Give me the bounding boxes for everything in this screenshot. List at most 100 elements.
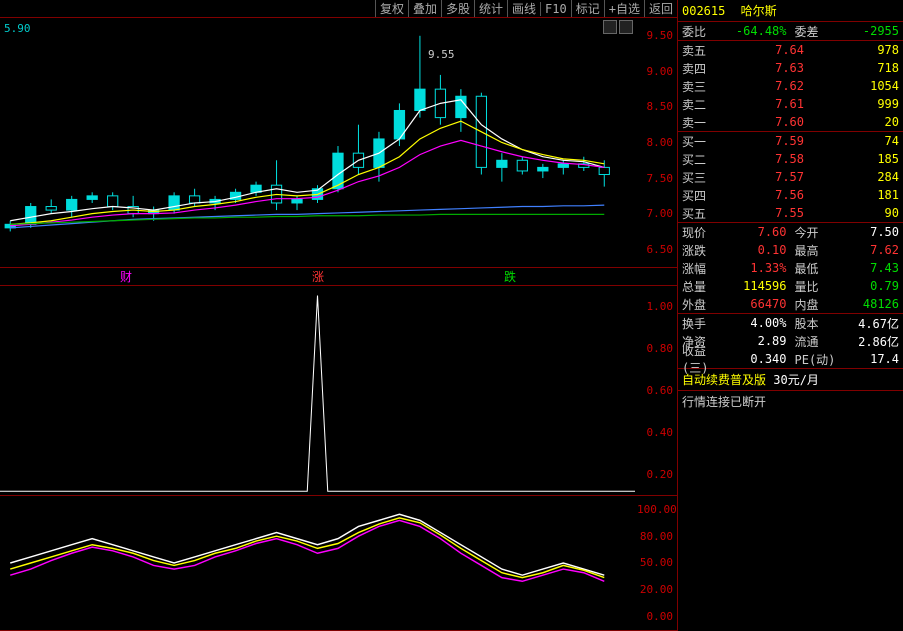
quote-row: 涨跌 0.10 最高 7.62	[678, 241, 903, 259]
promo-price: 30元/月	[773, 373, 819, 387]
quote-value: 1.33%	[717, 261, 795, 275]
quote-value2: 7.62	[830, 243, 900, 257]
fund-value2: 17.4	[830, 352, 900, 366]
toolbar-back[interactable]: 返回	[644, 0, 677, 17]
quote-row: 外盘 66470 内盘 48126	[678, 295, 903, 313]
fund-label2: 流通	[795, 333, 830, 350]
level-volume: 284	[812, 170, 899, 184]
level-volume: 74	[812, 134, 899, 148]
fund-value2: 2.86亿	[830, 333, 900, 350]
quote-row: 涨幅 1.33% 最低 7.43	[678, 259, 903, 277]
level-volume: 1054	[812, 79, 899, 93]
fundamental-row: 收益(三) 0.340 PE(动) 17.4	[678, 350, 903, 368]
oscillator-chart[interactable]: 100.0080.0050.0020.000.00	[0, 496, 677, 631]
level-label: 卖二	[682, 96, 717, 113]
volume-chart[interactable]: 1.000.800.600.400.20	[0, 286, 677, 496]
orderbook-row[interactable]: 买四 7.56 181	[678, 186, 903, 204]
bid-levels: 买一 7.59 74买二 7.58 185买三 7.57 284买四 7.56 …	[678, 132, 903, 223]
quote-row: 现价 7.60 今开 7.50	[678, 223, 903, 241]
orderbook-row[interactable]: 卖一 7.60 20	[678, 113, 903, 131]
connection-status: 行情连接已断开	[678, 391, 903, 412]
toolbar-drawline[interactable]: 画线	[507, 0, 540, 17]
level-price: 7.62	[717, 79, 812, 93]
level-volume: 999	[812, 97, 899, 111]
orderbook-row[interactable]: 卖五 7.64 978	[678, 41, 903, 59]
orderbook-row[interactable]: 卖四 7.63 718	[678, 59, 903, 77]
candlestick-chart[interactable]: 5.90 9.55 9.509.008.508.007.507.006.50	[0, 18, 677, 268]
fund-value2: 4.67亿	[830, 315, 900, 332]
toolbar-fav[interactable]: +自选	[604, 0, 644, 17]
quote-label: 总量	[682, 278, 717, 295]
orderbook-row[interactable]: 卖二 7.61 999	[678, 95, 903, 113]
stock-code: 002615	[682, 4, 725, 18]
level-price: 7.58	[717, 152, 812, 166]
quote-label2: 今开	[795, 224, 830, 241]
fund-label2: PE(动)	[795, 351, 830, 368]
order-ratio: 委比 -64.48% 委差 -2955	[678, 22, 903, 41]
level-volume: 181	[812, 188, 899, 202]
orderbook-row[interactable]: 买五 7.55 90	[678, 204, 903, 222]
toolbar-fuquan[interactable]: 复权	[375, 0, 408, 17]
toolbar-f10[interactable]: F10	[540, 2, 571, 16]
volume-y-axis: 1.000.800.600.400.20	[637, 286, 675, 495]
level-label: 买一	[682, 133, 717, 150]
toolbar-mark[interactable]: 标记	[571, 0, 604, 17]
ratio-value: -64.48%	[717, 24, 795, 38]
quote-value: 0.10	[717, 243, 795, 257]
level-volume: 20	[812, 115, 899, 129]
level-volume: 718	[812, 61, 899, 75]
orderbook-row[interactable]: 买三 7.57 284	[678, 168, 903, 186]
quote-label2: 最低	[795, 260, 830, 277]
promo-text: 自动续费普及版	[682, 373, 766, 387]
level-label: 卖一	[682, 114, 717, 131]
quote-label: 外盘	[682, 296, 717, 313]
orderbook-row[interactable]: 买二 7.58 185	[678, 150, 903, 168]
level-price: 7.55	[717, 206, 812, 220]
orderbook-row[interactable]: 卖三 7.62 1054	[678, 77, 903, 95]
level-label: 买五	[682, 205, 717, 222]
quote-label2: 量比	[795, 278, 830, 295]
quote-value: 7.60	[717, 225, 795, 239]
quote-value2: 0.79	[830, 279, 900, 293]
fundamentals: 换手 4.00% 股本 4.67亿净资 2.89 流通 2.86亿收益(三) 0…	[678, 314, 903, 369]
main-chart-area: 复权 叠加 多股 统计 画线 F10 标记 +自选 返回 5.90 9.55 9…	[0, 0, 678, 631]
level-price: 7.64	[717, 43, 812, 57]
level-price: 7.61	[717, 97, 812, 111]
quote-label2: 内盘	[795, 296, 830, 313]
fund-label: 换手	[682, 315, 717, 332]
quote-value: 66470	[717, 297, 795, 311]
promo-banner[interactable]: 自动续费普及版 30元/月	[678, 369, 903, 391]
fund-value: 4.00%	[717, 316, 795, 330]
quote-value2: 7.50	[830, 225, 900, 239]
level-volume: 185	[812, 152, 899, 166]
stock-header[interactable]: 002615 哈尔斯	[678, 0, 903, 22]
price-y-axis: 9.509.008.508.007.507.006.50	[637, 18, 675, 267]
level-price: 7.63	[717, 61, 812, 75]
level-volume: 90	[812, 206, 899, 220]
quote-sidebar: 002615 哈尔斯 委比 -64.48% 委差 -2955 卖五 7.64 9…	[678, 0, 903, 631]
indicator-label: 涨	[312, 268, 324, 285]
level-price: 7.57	[717, 170, 812, 184]
level-label: 买四	[682, 187, 717, 204]
ratio-label: 委比	[682, 23, 717, 40]
level-label: 买三	[682, 169, 717, 186]
toolbar-multi[interactable]: 多股	[441, 0, 474, 17]
stock-name: 哈尔斯	[741, 4, 777, 18]
toolbar-overlay[interactable]: 叠加	[408, 0, 441, 17]
quote-value2: 7.43	[830, 261, 900, 275]
orderbook-row[interactable]: 买一 7.59 74	[678, 132, 903, 150]
quote-label: 涨幅	[682, 260, 717, 277]
indicator-label: 财	[120, 268, 132, 285]
fund-value: 2.89	[717, 334, 795, 348]
level-label: 卖四	[682, 60, 717, 77]
level-label: 买二	[682, 151, 717, 168]
level-price: 7.56	[717, 188, 812, 202]
quote-label: 涨跌	[682, 242, 717, 259]
toolbar-stats[interactable]: 统计	[474, 0, 507, 17]
indicator-label: 跌	[504, 268, 516, 285]
quote-value: 114596	[717, 279, 795, 293]
ask-levels: 卖五 7.64 978卖四 7.63 718卖三 7.62 1054卖二 7.6…	[678, 41, 903, 132]
level-price: 7.59	[717, 134, 812, 148]
level-label: 卖三	[682, 78, 717, 95]
level-label: 卖五	[682, 42, 717, 59]
